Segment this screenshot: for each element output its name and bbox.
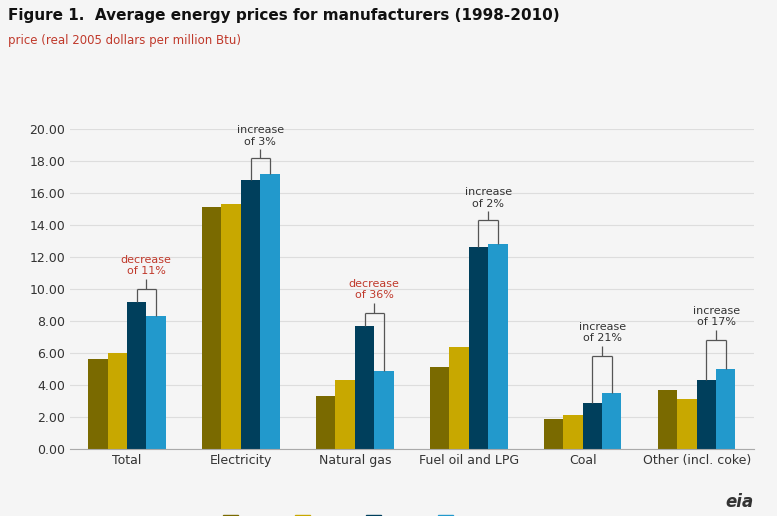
Bar <box>449 347 469 449</box>
Bar <box>221 204 241 449</box>
Bar <box>260 174 280 449</box>
Text: increase
of 17%: increase of 17% <box>692 306 740 327</box>
Bar <box>544 420 563 449</box>
Bar <box>127 302 146 449</box>
Text: price (real 2005 dollars per million Btu): price (real 2005 dollars per million Btu… <box>8 34 241 46</box>
Bar <box>316 396 336 449</box>
Bar <box>107 353 127 449</box>
Bar <box>88 359 107 449</box>
Bar <box>488 244 507 449</box>
Bar <box>146 316 166 449</box>
Bar <box>602 393 622 449</box>
Bar <box>469 247 488 449</box>
Text: decrease
of 11%: decrease of 11% <box>121 254 172 276</box>
Text: eia: eia <box>726 493 754 511</box>
Bar <box>658 390 678 449</box>
Bar <box>430 367 449 449</box>
Bar <box>716 369 736 449</box>
Bar <box>678 399 697 449</box>
Text: increase
of 21%: increase of 21% <box>579 322 625 343</box>
Bar <box>336 380 355 449</box>
Text: increase
of 3%: increase of 3% <box>237 125 284 147</box>
Bar <box>202 207 221 449</box>
Bar <box>563 415 583 449</box>
Bar <box>355 326 375 449</box>
Bar <box>583 402 602 449</box>
Bar <box>375 370 394 449</box>
Text: decrease
of 36%: decrease of 36% <box>349 279 399 300</box>
Text: Figure 1.  Average energy prices for manufacturers (1998-2010): Figure 1. Average energy prices for manu… <box>8 8 559 23</box>
Bar <box>241 180 260 449</box>
Text: increase
of 2%: increase of 2% <box>465 187 512 209</box>
Legend: 1998, 2002, 2006, 2010: 1998, 2002, 2006, 2010 <box>218 510 497 516</box>
Bar <box>697 380 716 449</box>
